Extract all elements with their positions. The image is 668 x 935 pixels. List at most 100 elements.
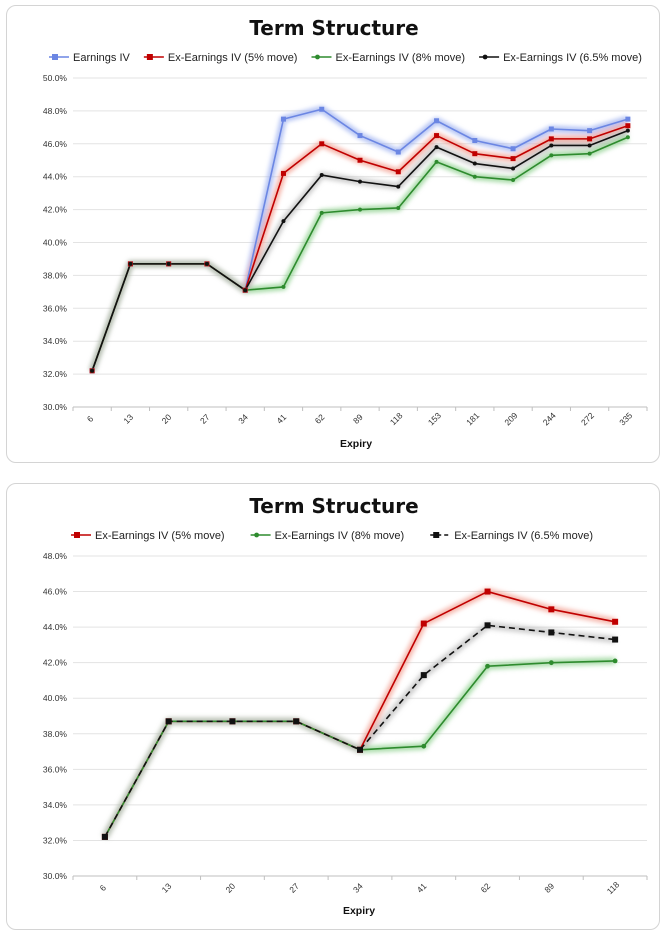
y-tick-label: 48.0%: [43, 106, 68, 116]
data-point-ex-earnings-iv-5-move: [548, 606, 555, 613]
x-tick-label: 209: [502, 410, 519, 427]
legend-entry-earnings-iv: Earnings IV: [49, 52, 131, 64]
data-point-ex-earnings-iv-6-5-move: [625, 128, 630, 133]
legend-entry-ex-earnings-iv-6-5-move: Ex-Earnings IV (6.5% move): [479, 52, 642, 64]
legend-label: Ex-Earnings IV (8% move): [275, 530, 405, 542]
data-point-ex-earnings-iv-6-5-move: [319, 173, 324, 178]
data-point-ex-earnings-iv-5-move: [434, 133, 440, 139]
series-line-ex-earnings-iv-6-5-move: [104, 624, 616, 838]
x-axis-title: Expiry: [343, 905, 375, 917]
legend-label: Ex-Earnings IV (8% move): [335, 52, 465, 64]
x-tick-label: 272: [579, 410, 596, 427]
y-tick-label: 48.0%: [43, 551, 68, 561]
data-point-ex-earnings-iv-6-5-move: [101, 833, 108, 840]
data-point-ex-earnings-iv-6-5-move: [420, 672, 427, 679]
data-point-earnings-iv: [280, 116, 286, 122]
data-point-ex-earnings-iv-8-move: [319, 210, 324, 215]
data-point-ex-earnings-iv-8-move: [358, 207, 362, 212]
x-tick-label: 118: [388, 410, 405, 427]
x-tick-label: 27: [287, 881, 301, 895]
data-point-ex-earnings-iv-6-5-move: [587, 143, 592, 148]
data-point-ex-earnings-iv-5-move: [548, 136, 554, 142]
chart-panel-2: Term Structure 30.0% 32.0% 34.0% 36.0% 38.0%…: [6, 483, 660, 930]
data-point-ex-earnings-iv-6-5-move: [472, 161, 477, 166]
data-point-ex-earnings-iv-8-move: [612, 658, 618, 664]
data-point-earnings-iv: [625, 116, 631, 122]
y-tick-label: 42.0%: [43, 205, 68, 215]
chart-title: Term Structure: [249, 494, 418, 518]
y-tick-label: 46.0%: [43, 139, 68, 149]
legend-entry-ex-earnings-iv-8-move: Ex-Earnings IV (8% move): [311, 52, 465, 64]
data-point-ex-earnings-iv-5-move: [510, 156, 516, 162]
data-point-ex-earnings-iv-6-5-move: [396, 184, 401, 189]
legend-swatch-marker: [482, 54, 488, 60]
data-point-ex-earnings-iv-6-5-move: [165, 718, 172, 725]
data-point-ex-earnings-iv-6-5-move: [166, 261, 171, 266]
data-point-earnings-iv: [319, 106, 325, 112]
y-tick-label: 36.0%: [43, 303, 68, 313]
legend-swatch-marker: [254, 532, 260, 538]
data-point-earnings-iv: [510, 146, 516, 152]
data-point-earnings-iv: [434, 118, 440, 124]
data-point-earnings-iv: [357, 133, 363, 139]
x-tick-label: 181: [464, 410, 481, 427]
term-structure-chart-1: Term Structure 30.0% 32.0% 34.0% 36.0% 38.0%…: [43, 16, 648, 450]
x-tick-label: 20: [223, 881, 237, 895]
legend-label: Ex-Earnings IV (6.5% move): [503, 52, 642, 64]
data-point-ex-earnings-iv-8-move: [281, 284, 286, 289]
series-glow-ex-earnings-iv-6-5-move: [88, 127, 630, 372]
data-point-ex-earnings-iv-8-move: [472, 174, 477, 179]
data-point-ex-earnings-iv-5-move: [484, 588, 491, 595]
x-tick-label: 13: [160, 881, 174, 895]
x-tick-label: 41: [274, 412, 288, 426]
y-tick-label: 34.0%: [43, 336, 68, 346]
legend-entry-ex-earnings-iv-6-5-move: Ex-Earnings IV (6.5% move): [430, 530, 593, 542]
chart-title: Term Structure: [249, 16, 418, 40]
data-point-ex-earnings-iv-8-move: [548, 660, 554, 666]
x-tick-label: 62: [313, 412, 327, 426]
x-tick-label: 89: [351, 412, 365, 426]
y-tick-label: 38.0%: [43, 729, 68, 739]
legend-entry-ex-earnings-iv-8-move: Ex-Earnings IV (8% move): [250, 530, 405, 542]
data-point-ex-earnings-iv-6-5-move: [243, 288, 248, 293]
legend-swatch-marker: [74, 532, 80, 538]
data-point-ex-earnings-iv-6-5-move: [549, 143, 554, 148]
data-point-ex-earnings-iv-6-5-move: [484, 622, 491, 629]
data-point-earnings-iv: [472, 138, 478, 144]
series-glow-ex-earnings-iv-8-move: [88, 134, 630, 372]
y-tick-label: 44.0%: [43, 172, 68, 182]
x-axis-title: Expiry: [340, 438, 372, 450]
x-tick-label: 6: [85, 413, 96, 424]
data-point-ex-earnings-iv-8-move: [421, 743, 427, 749]
legend-swatch-marker: [52, 54, 58, 60]
x-tick-label: 34: [236, 412, 250, 426]
y-tick-label: 34.0%: [43, 800, 68, 810]
y-tick-label: 42.0%: [43, 658, 68, 668]
data-point-ex-earnings-iv-8-move: [396, 205, 401, 210]
y-tick-label: 40.0%: [43, 693, 68, 703]
data-point-ex-earnings-iv-5-move: [587, 136, 593, 142]
data-point-ex-earnings-iv-6-5-move: [357, 746, 363, 753]
x-tick-label: 41: [415, 881, 429, 895]
data-point-ex-earnings-iv-8-move: [511, 177, 516, 182]
data-point-ex-earnings-iv-8-move: [434, 159, 439, 164]
data-point-ex-earnings-iv-6-5-move: [511, 166, 516, 171]
y-tick-label: 30.0%: [43, 402, 68, 412]
y-tick-label: 30.0%: [43, 871, 68, 881]
data-point-ex-earnings-iv-5-move: [612, 618, 619, 625]
data-point-ex-earnings-iv-6-5-move: [281, 219, 286, 224]
legend-label: Ex-Earnings IV (6.5% move): [454, 530, 593, 542]
data-point-ex-earnings-iv-5-move: [357, 157, 363, 163]
x-tick-label: 89: [542, 881, 556, 895]
data-point-ex-earnings-iv-5-move: [280, 170, 286, 176]
term-structure-chart-2: Term Structure 30.0% 32.0% 34.0% 36.0% 38.0%…: [43, 494, 648, 917]
legend-label: Ex-Earnings IV (5% move): [95, 530, 225, 542]
y-tick-label: 50.0%: [43, 73, 68, 83]
y-tick-label: 32.0%: [43, 369, 68, 379]
data-point-ex-earnings-iv-6-5-move: [612, 636, 619, 643]
x-tick-label: 118: [605, 879, 622, 896]
data-point-ex-earnings-iv-5-move: [420, 620, 427, 627]
data-point-ex-earnings-iv-5-move: [625, 123, 631, 129]
legend-label: Earnings IV: [73, 52, 131, 64]
data-point-earnings-iv: [395, 149, 401, 155]
